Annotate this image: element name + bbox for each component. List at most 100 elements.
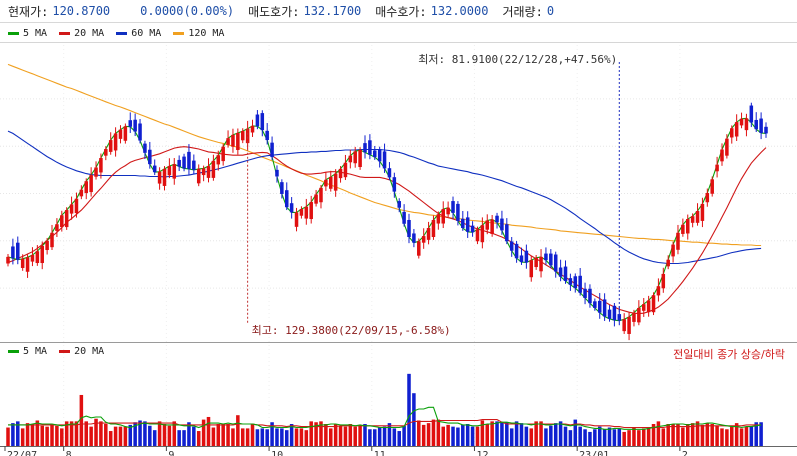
candle-body (138, 123, 142, 141)
volume-bar (74, 421, 79, 446)
legend-item-ma20[interactable]: 20 MA (59, 28, 104, 39)
volume-bar (705, 423, 710, 446)
x-axis-labels: 22/07 8 9 10 11 12 23/01 2 (4, 446, 688, 456)
candle-body (123, 126, 128, 141)
volume-bar (754, 422, 758, 446)
volume-bar (568, 430, 573, 446)
volume-bar (495, 421, 499, 446)
volume-bar (475, 426, 480, 446)
x-tick-label: 10 (271, 450, 283, 456)
candle-body (187, 151, 191, 169)
legend-item-vol-ma5[interactable]: 5 MA (8, 346, 47, 357)
volume-bar (700, 424, 705, 446)
volume-bar (563, 426, 568, 446)
volume-bar (206, 416, 211, 446)
volume-bar (685, 424, 690, 446)
candle-body (382, 151, 387, 169)
candle-body (573, 276, 578, 289)
candle-body (74, 198, 79, 214)
candle-body (426, 228, 431, 240)
candle-body (490, 219, 494, 234)
legend-item-vol-ma20[interactable]: 20 MA (59, 346, 104, 357)
candle-body (338, 168, 343, 179)
volume-label: 거래량: (502, 4, 543, 19)
volume-bar (368, 429, 372, 446)
legend-item-ma120[interactable]: 120 MA (173, 28, 224, 39)
candle-body (260, 113, 265, 131)
volume-bar (40, 425, 44, 446)
legend-label: 20 MA (74, 28, 105, 39)
legend-label: 120 MA (188, 28, 225, 39)
candle-body (480, 225, 485, 243)
volume-bar (118, 426, 123, 446)
candle-body (764, 126, 768, 134)
candle-body (500, 218, 504, 231)
volume-bar (162, 424, 167, 446)
candle-body (421, 236, 426, 243)
volume-bar (192, 426, 196, 446)
candle-body (715, 164, 719, 172)
candle-body (329, 176, 333, 189)
legend-swatch (8, 350, 19, 353)
x-tick-label: 8 (66, 450, 72, 456)
candle-body (167, 166, 172, 176)
volume-bar (500, 422, 504, 446)
volume-bar (314, 422, 318, 446)
volume-bar (123, 426, 128, 446)
ma120-line (7, 63, 762, 247)
volume-bar (730, 426, 734, 446)
volume-bar (744, 426, 749, 446)
volume-bar (99, 421, 103, 446)
quote-header: 현재가: 120.8700 0.0000(0.00%) 매도호가: 132.17… (0, 0, 797, 23)
candle-body (617, 314, 622, 321)
legend-item-ma5[interactable]: 5 MA (8, 28, 47, 39)
candle-body (280, 182, 284, 194)
candle-body (666, 259, 670, 267)
volume-bar (720, 428, 724, 446)
volume-bar (343, 426, 348, 446)
volume-bar (245, 428, 250, 446)
candle-body (353, 151, 357, 164)
candle-body (597, 300, 602, 313)
volume-bar (544, 428, 548, 446)
volume-bar (451, 426, 455, 446)
candle-body (245, 128, 250, 144)
volume-bar (725, 429, 729, 446)
volume-bar (148, 425, 152, 446)
volume-bar (666, 424, 670, 446)
volume-bar (578, 426, 582, 446)
candle-body (412, 233, 416, 243)
candle-body (216, 155, 221, 165)
candle-body (319, 187, 323, 203)
volume-bar (573, 419, 578, 446)
volume-bar (607, 427, 612, 446)
candle-body (470, 225, 475, 233)
candle-body (50, 232, 54, 248)
candle-body (558, 267, 563, 277)
month-gridlines (63, 45, 681, 446)
candle-body (387, 168, 392, 178)
candle-body (182, 156, 186, 169)
legend-label: 5 MA (23, 346, 48, 357)
candle-body (685, 219, 690, 234)
volume-bar (319, 421, 323, 446)
volume-bar (505, 422, 509, 446)
volume-bar (108, 431, 113, 446)
candle-body (206, 166, 211, 178)
legend-item-ma60[interactable]: 60 MA (116, 28, 161, 39)
volume-bar (69, 421, 74, 446)
candle-body (622, 319, 626, 332)
volume-bar (270, 422, 274, 446)
candle-body (236, 132, 240, 150)
volume-bar (265, 429, 269, 446)
volume-bar (646, 427, 651, 446)
volume-bar (382, 426, 387, 446)
candle-body (553, 254, 558, 272)
volume-bar (329, 428, 333, 446)
candle-body (641, 304, 646, 311)
volume-bar (407, 373, 411, 446)
candle-body (45, 240, 49, 251)
candle-body (700, 203, 705, 221)
volume-bar (739, 428, 744, 446)
